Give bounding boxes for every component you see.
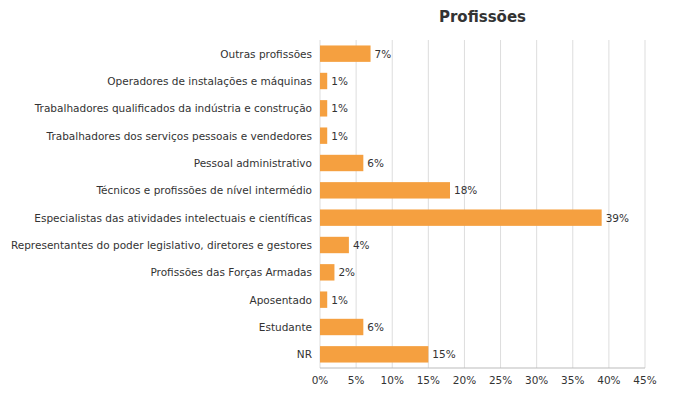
grid-line [464,40,465,368]
bar [320,209,602,225]
title: Profissões [439,8,526,26]
y-tick-label: Trabalhadores qualificados da indústria … [34,102,312,114]
bar [320,155,363,171]
x-tick-label: 40% [597,374,620,386]
x-tick-label: 5% [348,374,365,386]
data-label: 7% [375,48,392,60]
y-tick-label: Operadores de instalações e máquinas [107,75,312,87]
bar [320,264,334,280]
y-tick-label: Técnicos e profissões de nível intermédi… [95,184,312,196]
grid-line [608,40,609,368]
y-tick-label: Especialistas das atividades intelectuai… [34,212,312,224]
data-label: 39% [606,212,629,224]
data-label: 1% [331,294,348,306]
y-tick-label: Representantes do poder legislativo, dir… [11,239,312,251]
bar [320,237,349,253]
x-tick-label: 35% [561,374,584,386]
bar [320,73,327,89]
grid-line [536,40,537,368]
grid-line [572,40,573,368]
data-label: 18% [454,184,477,196]
y-tick-label: Pessoal administrativo [194,157,312,169]
x-axis-line [320,368,645,369]
bar [320,100,327,116]
bar [320,291,327,307]
x-tick-label: 15% [417,374,440,386]
x-tick-label: 30% [525,374,548,386]
y-tick-label: Trabalhadores dos serviços pessoais e ve… [46,130,312,142]
y-tick-label: Profissões das Forças Armadas [150,266,312,278]
grid-line [645,40,646,368]
bar [320,319,363,335]
x-tick-label: 0% [312,374,329,386]
chart: Profissões 0% 5% 10% 15% 20% 25% 30% 35% 40% 45% NR… [0,0,679,398]
data-label: 1% [331,75,348,87]
bars [320,45,602,362]
y-tick-label: Estudante [259,321,312,333]
data-label: 2% [338,266,355,278]
data-label: 6% [367,321,384,333]
x-tick-label: 20% [453,374,476,386]
data-label: 1% [331,130,348,142]
data-label: 4% [353,239,370,251]
y-tick-label: Outras profissões [220,48,312,60]
grid-line [392,40,393,368]
x-tick-label: 10% [381,374,404,386]
data-label: 15% [432,348,455,360]
y-tick-label: Aposentado [250,294,313,306]
grid-line [500,40,501,368]
x-tick-label: 25% [489,374,512,386]
data-label: 6% [367,157,384,169]
bar [320,127,327,143]
data-label: 1% [331,102,348,114]
bar [320,346,428,362]
y-tick-label: NR [297,348,312,360]
bar [320,182,450,198]
bar [320,45,371,61]
x-tick-label: 45% [633,374,656,386]
grid-line [428,40,429,368]
grid [320,40,645,368]
